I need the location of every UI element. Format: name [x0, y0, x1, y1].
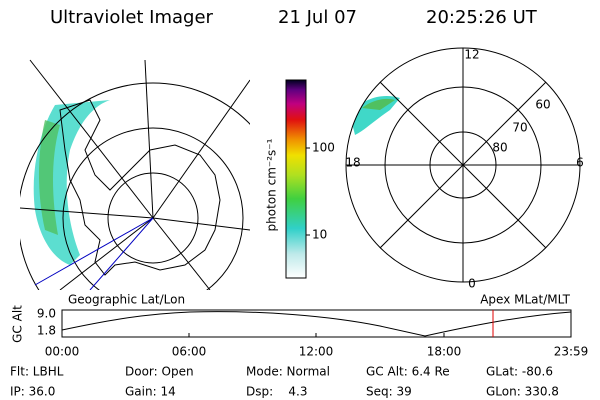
geographic-map	[20, 59, 250, 290]
altitude-xticks: 00:00 06:00 12:00 18:00 23:59	[45, 333, 589, 359]
lat-label: 80	[492, 141, 507, 155]
altitude-plot-frame	[61, 309, 572, 338]
lat-label: 70	[512, 121, 527, 135]
lat-label: 60	[535, 98, 550, 112]
colorbar	[285, 79, 307, 279]
caption-right: Apex MLat/MLT	[480, 293, 570, 307]
altitude-xtick-label: 00:00	[45, 345, 80, 359]
footer-field: GLon: 330.8	[486, 385, 559, 399]
polar-map	[345, 47, 581, 283]
altitude-xtick-label: 12:00	[299, 345, 334, 359]
mlt-label: 12	[464, 48, 479, 62]
colorbar-tick-label: 10	[312, 228, 327, 242]
altitude-ytick: 1.8	[37, 324, 56, 338]
footer-field: Gain: 14	[125, 385, 176, 399]
mlt-label: 6	[576, 156, 584, 170]
caption-left: Geographic Lat/Lon	[68, 293, 185, 307]
title: Ultraviolet Imager	[50, 7, 214, 28]
altitude-curve	[61, 311, 572, 337]
altitude-xtick-label: 18:00	[427, 345, 462, 359]
mlt-label: 0	[468, 277, 476, 291]
colorbar-tick-label: 100	[312, 141, 335, 155]
altitude-ylabel: GC Alt	[11, 305, 25, 343]
footer: Flt: LBHL Door: Open Mode: Normal GC Alt: 6…	[10, 365, 559, 399]
time: 20:25:26 UT	[426, 7, 538, 28]
footer-field: GC Alt: 6.4 Re	[366, 365, 450, 379]
footer-field: Dsp: 4.3	[246, 385, 308, 399]
footer-field: GLat: -80.6	[486, 365, 553, 379]
footer-field: Mode: Normal	[246, 365, 330, 379]
footer-field: Flt: LBHL	[10, 365, 64, 379]
footer-field: Seq: 39	[366, 385, 412, 399]
footer-field: IP: 36.0	[10, 385, 55, 399]
altitude-ytick: 9.0	[37, 307, 56, 321]
altitude-xtick-label: 06:00	[172, 345, 207, 359]
mlt-label: 18	[345, 156, 360, 170]
date: 21 Jul 07	[278, 7, 357, 28]
footer-field: Door: Open	[125, 365, 194, 379]
altitude-xtick-label: 23:59	[554, 345, 589, 359]
colorbar-label: photon cm⁻²s⁻¹	[265, 138, 279, 231]
